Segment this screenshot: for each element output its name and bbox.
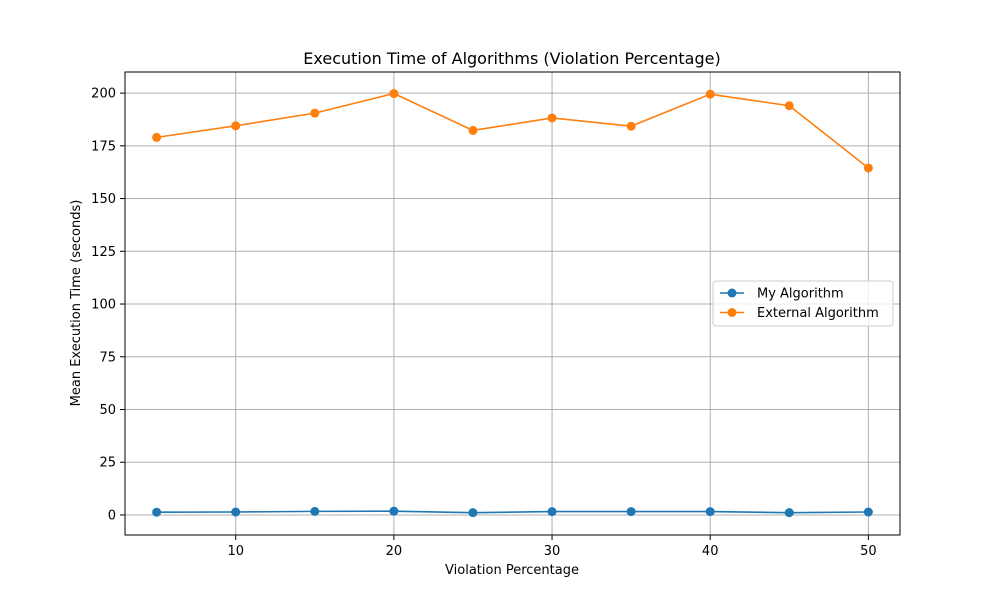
data-point-my-algorithm <box>784 508 794 518</box>
y-tick-label: 0 <box>108 508 116 523</box>
data-point-external-algorithm <box>863 163 873 173</box>
data-point-external-algorithm <box>310 108 320 118</box>
ticks: 10 20 30 40 50 0 25 50 75 100 125 150 175 200 <box>91 87 876 559</box>
y-tick-label: 75 <box>99 350 116 365</box>
x-tick-label: 20 <box>386 544 403 559</box>
y-tick-label: 50 <box>99 403 116 418</box>
legend-marker-my-algorithm <box>727 288 737 298</box>
legend-label-external-algorithm: External Algorithm <box>757 306 879 321</box>
data-point-my-algorithm <box>389 506 399 516</box>
data-point-my-algorithm <box>626 507 636 517</box>
series-my-algorithm <box>152 506 873 518</box>
x-axis-title: Violation Percentage <box>445 563 579 578</box>
data-point-external-algorithm <box>547 113 557 123</box>
y-tick-label: 200 <box>91 87 116 102</box>
legend-marker-external-algorithm <box>727 308 737 317</box>
x-tick-label: 10 <box>227 544 244 559</box>
y-tick-label: 175 <box>91 139 116 154</box>
data-point-my-algorithm <box>863 507 873 517</box>
plot-frame <box>124 71 901 536</box>
data-point-external-algorithm <box>468 125 478 135</box>
legend-box <box>712 280 894 327</box>
data-point-my-algorithm <box>152 507 162 517</box>
y-tick-label: 125 <box>91 245 116 260</box>
data-point-external-algorithm <box>231 121 241 131</box>
series-external-algorithm <box>152 89 873 173</box>
series-layer <box>152 89 873 518</box>
x-tick-label: 50 <box>860 544 877 559</box>
data-point-my-algorithm <box>547 507 557 517</box>
data-point-my-algorithm <box>468 508 478 518</box>
x-tick-label: 30 <box>544 544 561 559</box>
x-tick-label: 40 <box>702 544 719 559</box>
data-point-external-algorithm <box>705 89 715 99</box>
data-point-external-algorithm <box>152 132 162 142</box>
data-point-my-algorithm <box>705 507 715 517</box>
y-tick-label: 100 <box>91 298 116 313</box>
series-line-external-algorithm <box>156 92 869 169</box>
data-point-external-algorithm <box>784 101 794 111</box>
data-point-external-algorithm <box>389 89 399 99</box>
data-point-my-algorithm <box>231 507 241 517</box>
data-point-external-algorithm <box>626 121 636 131</box>
y-tick-label: 150 <box>91 192 116 207</box>
y-tick-label: 25 <box>99 456 116 471</box>
legend: My Algorithm External Algorithm <box>712 280 894 327</box>
chart-title: Execution Time of Algorithms (Violation … <box>303 49 720 68</box>
legend-label-my-algorithm: My Algorithm <box>757 287 844 302</box>
data-point-my-algorithm <box>310 506 320 516</box>
series-line-my-algorithm <box>156 510 869 514</box>
y-axis-title: Mean Execution Time (seconds) <box>69 200 84 407</box>
